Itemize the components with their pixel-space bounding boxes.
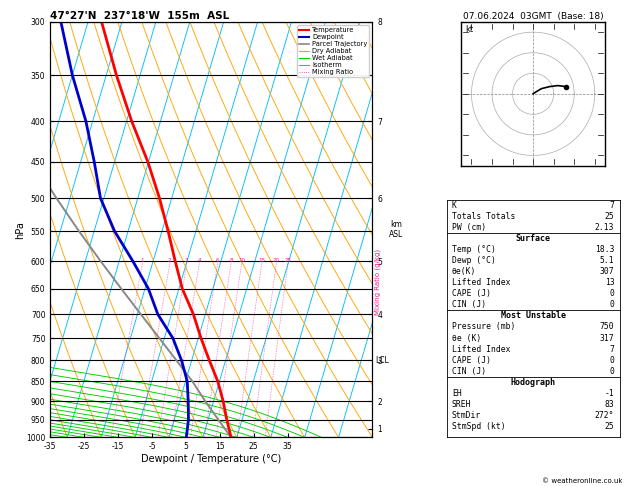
Text: 47°27'N  237°18'W  155m  ASL: 47°27'N 237°18'W 155m ASL — [50, 11, 230, 21]
Text: Lifted Index: Lifted Index — [452, 345, 510, 354]
Text: 6: 6 — [216, 258, 220, 263]
Text: Lifted Index: Lifted Index — [452, 278, 510, 287]
Text: 2.13: 2.13 — [595, 223, 615, 232]
Text: 0: 0 — [610, 366, 615, 376]
Text: 18.3: 18.3 — [595, 245, 615, 254]
Text: 0: 0 — [610, 289, 615, 298]
Text: 25: 25 — [284, 258, 291, 263]
Text: © weatheronline.co.uk: © weatheronline.co.uk — [542, 478, 623, 484]
Text: 83: 83 — [604, 400, 615, 409]
Text: EH: EH — [452, 389, 462, 398]
Text: 15: 15 — [258, 258, 265, 263]
Text: SREH: SREH — [452, 400, 471, 409]
Text: 25: 25 — [604, 212, 615, 221]
Text: LCL: LCL — [376, 356, 389, 365]
Legend: Temperature, Dewpoint, Parcel Trajectory, Dry Adiabat, Wet Adiabat, Isotherm, Mi: Temperature, Dewpoint, Parcel Trajectory… — [298, 25, 369, 77]
Text: 1: 1 — [140, 258, 144, 263]
Text: CAPE (J): CAPE (J) — [452, 356, 491, 364]
Text: CIN (J): CIN (J) — [452, 366, 486, 376]
Text: 10: 10 — [238, 258, 245, 263]
Text: Dewp (°C): Dewp (°C) — [452, 256, 496, 265]
Text: 20: 20 — [273, 258, 280, 263]
Text: 3: 3 — [185, 258, 189, 263]
Text: StmDir: StmDir — [452, 411, 481, 420]
Text: Surface: Surface — [516, 234, 550, 243]
Text: 317: 317 — [600, 333, 615, 343]
Text: K: K — [452, 201, 457, 210]
Text: 7: 7 — [610, 345, 615, 354]
Text: 7: 7 — [610, 201, 615, 210]
Text: Mixing Ratio (g/kg): Mixing Ratio (g/kg) — [375, 249, 381, 315]
Text: 13: 13 — [604, 278, 615, 287]
Text: θe (K): θe (K) — [452, 333, 481, 343]
Y-axis label: km
ASL: km ASL — [389, 220, 403, 239]
Text: 0: 0 — [610, 356, 615, 364]
Text: Most Unstable: Most Unstable — [501, 312, 565, 320]
Text: 5.1: 5.1 — [600, 256, 615, 265]
Text: 750: 750 — [600, 323, 615, 331]
Text: -1: -1 — [604, 389, 615, 398]
Text: Pressure (mb): Pressure (mb) — [452, 323, 515, 331]
Y-axis label: hPa: hPa — [14, 221, 25, 239]
X-axis label: Dewpoint / Temperature (°C): Dewpoint / Temperature (°C) — [142, 454, 282, 464]
Text: CIN (J): CIN (J) — [452, 300, 486, 310]
Text: 25: 25 — [604, 422, 615, 431]
Text: 0: 0 — [610, 300, 615, 310]
Text: 8: 8 — [229, 258, 233, 263]
Text: PW (cm): PW (cm) — [452, 223, 486, 232]
Text: kt: kt — [465, 25, 474, 34]
Text: 307: 307 — [600, 267, 615, 277]
Text: CAPE (J): CAPE (J) — [452, 289, 491, 298]
Text: 2: 2 — [168, 258, 172, 263]
Title: 07.06.2024  03GMT  (Base: 18): 07.06.2024 03GMT (Base: 18) — [463, 12, 603, 21]
Text: 272°: 272° — [595, 411, 615, 420]
Text: θe(K): θe(K) — [452, 267, 476, 277]
Text: StmSpd (kt): StmSpd (kt) — [452, 422, 506, 431]
Text: Temp (°C): Temp (°C) — [452, 245, 496, 254]
Text: Totals Totals: Totals Totals — [452, 212, 515, 221]
Text: 4: 4 — [198, 258, 201, 263]
Text: Hodograph: Hodograph — [511, 378, 555, 387]
